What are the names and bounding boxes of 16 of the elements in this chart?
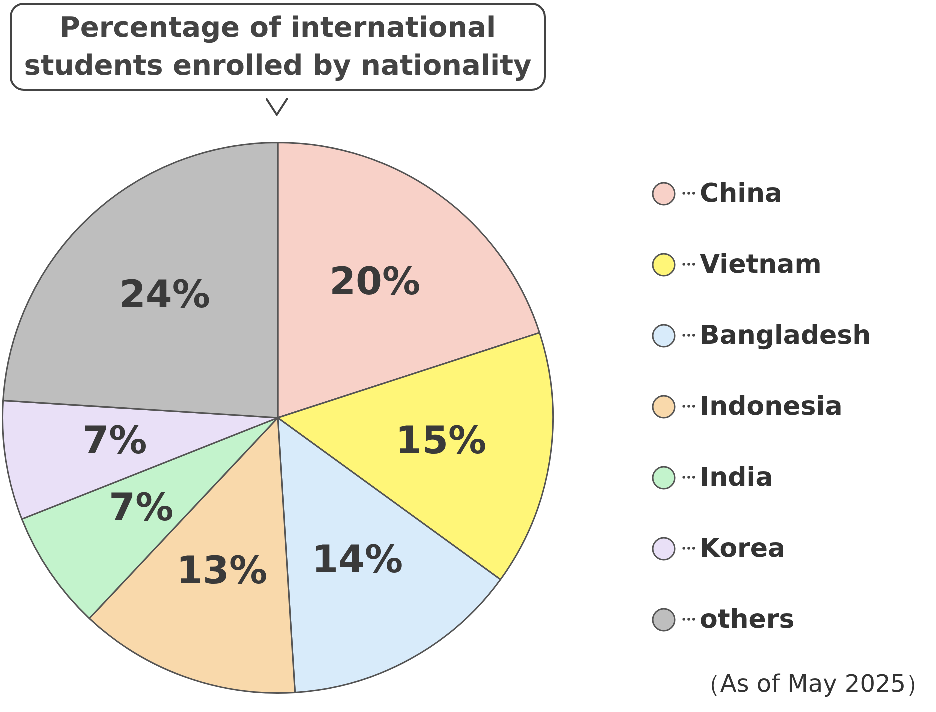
legend-label: India: [700, 462, 774, 492]
legend-label: others: [700, 604, 795, 634]
legend-label: Bangladesh: [700, 320, 872, 350]
data-label: 7%: [109, 486, 174, 530]
legend-label: Indonesia: [700, 392, 843, 422]
data-label: 13%: [176, 548, 268, 592]
legend-label: Korea: [700, 534, 786, 564]
data-label: 7%: [82, 418, 148, 463]
text: （As of May 2025）: [696, 669, 930, 700]
data-label: 14%: [312, 538, 404, 582]
chart-title: Percentage of international students enrolled by nationality: [10, 3, 546, 91]
data-label: 15%: [396, 418, 487, 463]
data-label: 24%: [119, 272, 210, 316]
data-label: 20%: [330, 259, 421, 304]
legend-label: China: [700, 178, 783, 208]
legend-label: Vietnam: [700, 250, 822, 280]
